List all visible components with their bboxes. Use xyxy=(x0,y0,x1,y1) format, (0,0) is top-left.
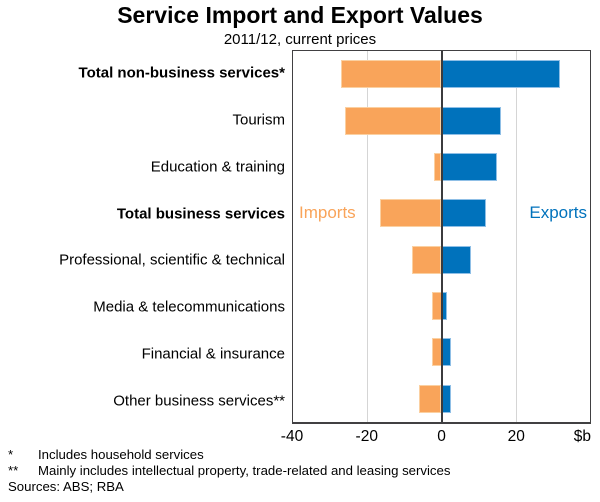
exports-bar xyxy=(441,384,451,413)
footnote-line: * Includes household services xyxy=(8,447,592,463)
chart-title: Service Import and Export Values xyxy=(117,2,483,28)
exports-bar xyxy=(441,152,498,181)
footnote-text: Includes household services xyxy=(38,447,204,462)
footnotes: * Includes household services ** Mainly … xyxy=(8,447,592,496)
exports-bar xyxy=(441,60,561,89)
category-label: Tourism xyxy=(232,111,285,129)
unit-label: $b xyxy=(573,428,591,445)
category-label: Media & telecommunications xyxy=(93,298,285,316)
exports-bar xyxy=(441,106,501,135)
x-tick-label: 20 xyxy=(507,428,525,445)
footnote-text: Mainly includes intellectual property, t… xyxy=(38,463,451,479)
exports-bar xyxy=(441,338,451,367)
category-label: Financial & insurance xyxy=(141,345,285,363)
sources-text: Sources: ABS; RBA xyxy=(8,479,124,495)
category-label: Total non-business services* xyxy=(78,64,285,82)
category-label: Total business services xyxy=(116,205,285,223)
footnote-line: ** Mainly includes intellectual property… xyxy=(8,463,592,479)
exports-series-label: Exports xyxy=(529,203,587,223)
x-axis-tick-labels: $b -40 -20 0 20 xyxy=(281,428,591,447)
footnote-marker: ** xyxy=(8,463,19,479)
imports-bar xyxy=(411,245,442,274)
imports-bar xyxy=(419,384,442,413)
category-label: Education & training xyxy=(150,158,285,176)
gridline xyxy=(515,51,517,422)
category-axis: Total non-business services* Tourism Educa… xyxy=(0,50,285,424)
x-tick-label: 0 xyxy=(437,428,446,445)
category-label: Professional, scientific & technical xyxy=(59,251,285,269)
imports-bar xyxy=(380,199,442,228)
exports-bar xyxy=(441,245,472,274)
x-tick-label: -40 xyxy=(280,428,304,445)
gridline xyxy=(367,51,369,422)
x-tick-label: -20 xyxy=(355,428,378,445)
chart-subtitle: 2011/12, current prices xyxy=(223,31,377,48)
plot-area: Imports Exports xyxy=(292,50,591,424)
footnote-marker: * xyxy=(8,447,14,462)
exports-bar xyxy=(441,199,487,228)
imports-bar xyxy=(341,60,442,89)
category-label: Other business services** xyxy=(113,392,285,410)
zero-axis-line xyxy=(440,51,443,422)
imports-series-label: Imports xyxy=(299,203,356,223)
imports-bar xyxy=(344,106,442,135)
